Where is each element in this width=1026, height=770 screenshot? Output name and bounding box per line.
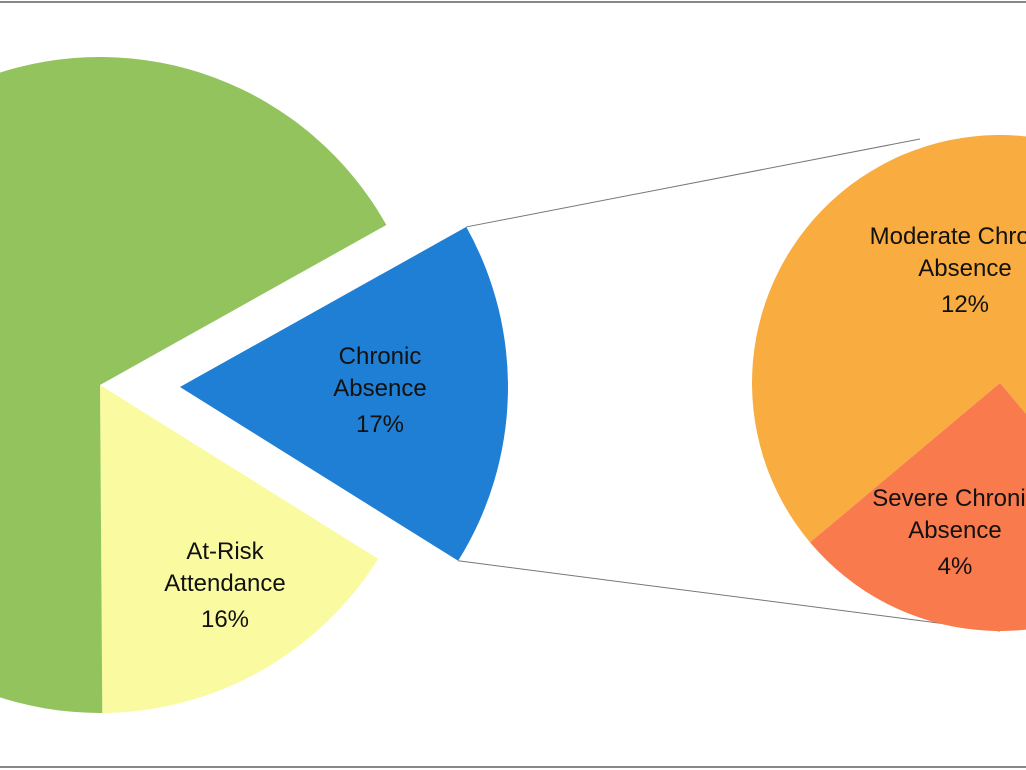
pie-slice	[752, 135, 1026, 543]
value-label: 16%	[201, 606, 249, 633]
label-line: At-Risk	[186, 538, 264, 565]
slice-label: Severe Chronic Absence	[872, 485, 1026, 544]
value-label: 17%	[356, 411, 404, 438]
slice-label: Moderate Chronic Absence	[870, 223, 1026, 282]
pie-slice	[0, 57, 387, 713]
connector	[466, 138, 921, 228]
label-line: Chronic	[339, 343, 422, 370]
value-label: 12%	[941, 291, 989, 318]
pie-slice	[100, 385, 379, 713]
pie-slice	[810, 383, 1026, 631]
label-line: Absence	[333, 375, 426, 402]
pie-slice	[179, 226, 508, 561]
label-line: Absence	[908, 517, 1001, 544]
label-line: Attendance	[164, 570, 285, 597]
connector	[458, 560, 1001, 632]
slice-label: At-Risk Attendance	[164, 538, 285, 597]
value-label: 4%	[938, 553, 973, 580]
label-line: Severe Chronic	[872, 485, 1026, 512]
label-line: Absence	[918, 255, 1011, 282]
slice-label: Chronic Absence	[333, 343, 426, 402]
label-line: Moderate Chronic	[870, 223, 1026, 250]
